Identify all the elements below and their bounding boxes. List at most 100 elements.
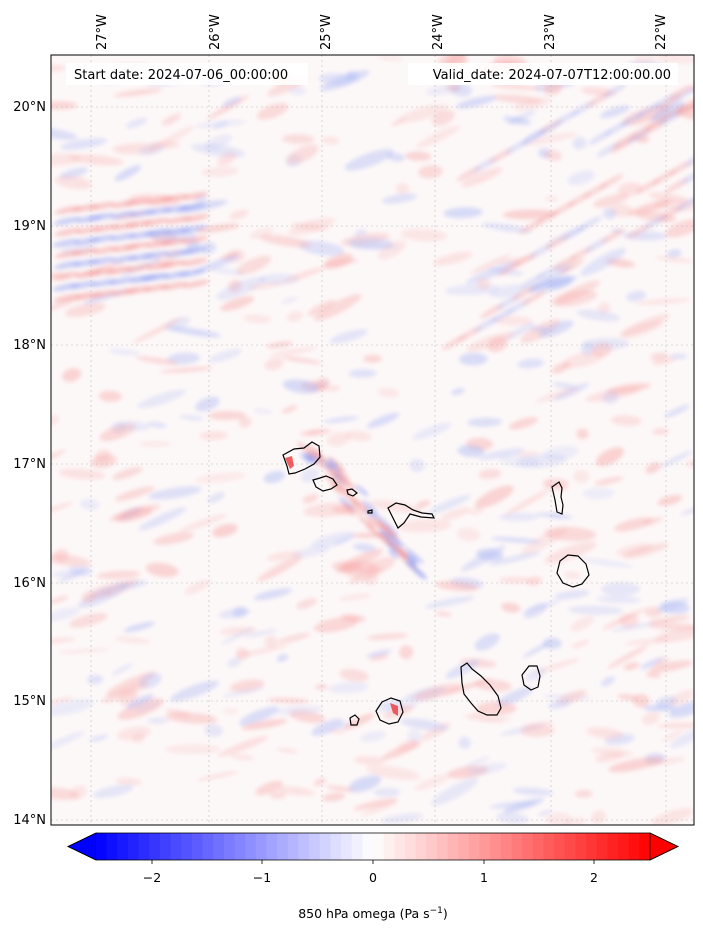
omega-blob (507, 109, 537, 125)
omega-blob (395, 183, 410, 195)
omega-blob (180, 257, 209, 267)
omega-blob (666, 249, 682, 258)
colorbar-title: 850 hPa omega (Pa s−1) (298, 906, 448, 921)
omega-blob (220, 296, 255, 311)
omega-blob (201, 166, 240, 177)
omega-blob (345, 430, 372, 442)
omega-blob (496, 686, 534, 707)
omega-blob (670, 353, 688, 359)
colorbar-segment (511, 833, 523, 860)
omega-blob (81, 591, 96, 603)
omega-blob (425, 84, 463, 96)
omega-blob (51, 415, 59, 426)
omega-blob (680, 169, 694, 184)
cb-tick-0: 0 (369, 870, 377, 885)
omega-blob (266, 551, 302, 561)
omega-blob (53, 216, 82, 226)
omega-blob (256, 102, 289, 120)
omega-blob (54, 548, 69, 563)
omega-blob (159, 259, 187, 269)
omega-blob (68, 612, 108, 628)
omega-blob (230, 754, 255, 761)
omega-blob (520, 725, 555, 737)
omega-blob (339, 668, 369, 682)
omega-blob (669, 689, 694, 706)
island-boa-vista (556, 554, 590, 588)
omega-blob (89, 278, 118, 288)
omega-blob (498, 576, 532, 584)
island-sao-nicolau (387, 502, 436, 529)
longitude-labels: 27°W 26°W 25°W 24°W 23°W 22°W (95, 14, 669, 50)
omega-blob (161, 193, 190, 203)
omega-blob (341, 563, 366, 577)
omega-blob (490, 536, 542, 544)
omega-blob (654, 627, 694, 643)
colorbar-segment (618, 833, 630, 860)
omega-blob (109, 504, 161, 521)
omega-blob (376, 55, 404, 61)
omega-blob (135, 356, 180, 366)
omega-blob (280, 296, 299, 305)
omega-blob (523, 603, 548, 619)
omega-blob (361, 800, 399, 816)
colorbar-segment (309, 833, 321, 860)
omega-blob (432, 251, 473, 266)
cb-tick-neg1: −1 (253, 870, 271, 885)
colorbar-low-extension (67, 832, 97, 861)
omega-blob (443, 207, 483, 219)
omega-blob (313, 777, 326, 787)
omega-blob (336, 721, 351, 730)
omega-blob (87, 267, 116, 277)
colorbar-segment (564, 833, 576, 860)
omega-blob (413, 683, 462, 701)
omega-blob (404, 547, 424, 564)
omega-blob (469, 254, 512, 275)
omega-blob (264, 635, 278, 648)
omega-blob (178, 202, 207, 212)
omega-blob (379, 533, 394, 546)
omega-blob (109, 210, 137, 220)
omega-blob (217, 735, 269, 757)
omega-blob (144, 206, 173, 216)
omega-blob (465, 261, 518, 285)
omega-blob (107, 276, 136, 286)
omega-blob (114, 165, 142, 181)
omega-blob (229, 209, 249, 220)
omega-blob (263, 471, 286, 483)
omega-blob (178, 268, 206, 278)
omega-blob (114, 636, 151, 644)
omega-blob (132, 317, 182, 344)
omega-blob (343, 713, 375, 730)
omega-blob (199, 431, 229, 441)
omega-blob (75, 225, 103, 235)
omega-blob (608, 757, 663, 773)
omega-blob (255, 780, 283, 796)
colorbar-segment (394, 833, 406, 860)
omega-blob (445, 659, 480, 679)
omega-blob (92, 784, 134, 798)
omega-blob (622, 543, 669, 559)
omega-blob (458, 352, 488, 366)
omega-blob (424, 595, 475, 609)
colorbar-segment (287, 833, 299, 860)
omega-blob (227, 657, 242, 668)
omega-blob (277, 632, 311, 644)
omega-blob (567, 170, 595, 186)
colorbar-segment (639, 833, 651, 860)
colorbar: −2 −1 0 1 2 850 hPa omega (Pa s−1) (67, 832, 679, 921)
omega-blob (216, 276, 266, 300)
omega-blob (87, 256, 116, 266)
omega-blob (236, 255, 272, 275)
omega-blob (457, 444, 485, 458)
omega-blob (236, 644, 289, 658)
colorbar-segment (458, 833, 470, 860)
omega-blob (105, 265, 134, 275)
omega-blob (529, 326, 549, 332)
colorbar-segment (213, 833, 225, 860)
omega-blob (632, 693, 650, 708)
omega-blob (636, 298, 691, 305)
island-santa-luzia (346, 488, 358, 497)
omega-blob (315, 684, 328, 690)
colorbar-high-extension (649, 832, 679, 861)
omega-blob (602, 207, 617, 220)
